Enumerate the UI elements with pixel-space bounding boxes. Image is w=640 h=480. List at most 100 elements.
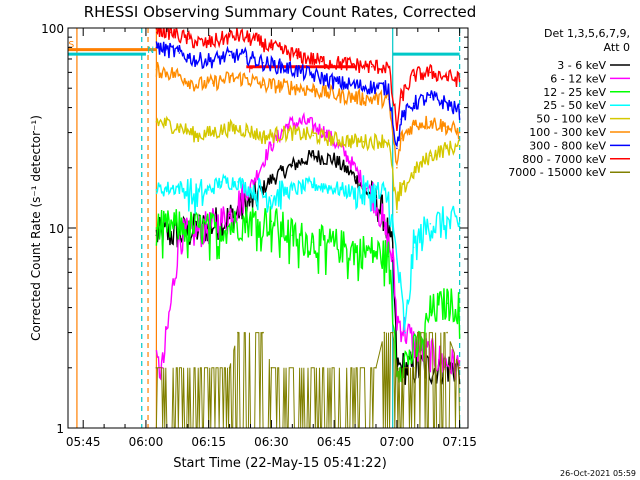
series-line-2 bbox=[155, 206, 461, 383]
series-4-point-5 bbox=[245, 128, 248, 131]
series-8-point-2 bbox=[237, 331, 239, 334]
x-tick-label-1: 06:00 bbox=[129, 435, 164, 449]
series-1-point-4 bbox=[228, 215, 231, 217]
series-2-point-13 bbox=[417, 347, 419, 350]
series-2-point-3 bbox=[228, 225, 231, 228]
series-8-point-6 bbox=[383, 331, 386, 334]
series-4-point-6 bbox=[262, 136, 264, 138]
x-tick-label-3: 06:30 bbox=[254, 435, 289, 449]
series-line-4 bbox=[155, 115, 460, 211]
series-6-point-12 bbox=[396, 147, 398, 150]
series-3-point-15 bbox=[404, 331, 407, 334]
series-2-point-7 bbox=[312, 241, 315, 243]
series-2-point-14 bbox=[429, 311, 432, 313]
series-4-point-11 bbox=[387, 139, 390, 141]
series-2-point-10 bbox=[375, 252, 377, 254]
series-6-point-7 bbox=[287, 67, 289, 69]
series-4-point-1 bbox=[178, 126, 181, 128]
series-8-point-8 bbox=[396, 366, 398, 369]
x-axis-label: Start Time (22-May-15 05:41:22) bbox=[173, 456, 387, 471]
legend-label-8: 7000 - 15000 keV bbox=[508, 166, 606, 179]
x-tick-label-2: 06:15 bbox=[191, 435, 226, 449]
series-4 bbox=[155, 115, 461, 213]
legend-label-1: 6 - 12 keV bbox=[550, 72, 606, 85]
series-6-point-8 bbox=[312, 74, 315, 77]
series-5-point-5 bbox=[245, 77, 248, 80]
series-3-point-14 bbox=[396, 258, 398, 260]
y-tick-label-0: 1 bbox=[56, 422, 64, 436]
series-2-point-9 bbox=[354, 248, 356, 251]
series-5-point-6 bbox=[262, 83, 264, 86]
series-7-point-17 bbox=[446, 76, 448, 78]
legend-label-7: 800 - 7000 keV bbox=[522, 153, 606, 166]
annotation-2: F bbox=[248, 65, 253, 75]
series-4-point-2 bbox=[195, 134, 197, 137]
series-6-point-4 bbox=[228, 54, 231, 57]
series-4-point-14 bbox=[412, 171, 415, 174]
legend-label-0: 3 - 6 keV bbox=[557, 59, 606, 72]
series-1-point-17 bbox=[437, 358, 440, 361]
legend-label-6: 300 - 800 keV bbox=[529, 139, 606, 152]
series-7-point-5 bbox=[237, 34, 239, 37]
series-8-point-1 bbox=[228, 366, 231, 369]
generated-timestamp: 26-Oct-2021 05:59 bbox=[560, 469, 636, 478]
y-axis: 1 10 100 bbox=[41, 22, 468, 436]
series-5-point-9 bbox=[337, 94, 340, 97]
series-1-point-10 bbox=[345, 154, 348, 157]
series-line-7 bbox=[155, 28, 461, 131]
series-5-point-17 bbox=[458, 131, 461, 134]
legend-label-5: 100 - 300 keV bbox=[529, 126, 606, 139]
series-7-point-9 bbox=[320, 60, 323, 63]
series-4-point-4 bbox=[228, 127, 231, 130]
series-3-point-4 bbox=[220, 181, 223, 183]
series-8-point-11 bbox=[446, 331, 448, 334]
series-7-point-3 bbox=[203, 43, 206, 45]
series-7-point-2 bbox=[186, 38, 189, 40]
series-2-point-1 bbox=[178, 225, 181, 228]
series-3-point-1 bbox=[178, 186, 181, 188]
series-5-point-10 bbox=[362, 97, 365, 100]
series-7-point-6 bbox=[253, 39, 256, 41]
x-tick-label-5: 07:00 bbox=[380, 435, 415, 449]
series-7-point-8 bbox=[295, 54, 298, 57]
x-tick-label-4: 06:45 bbox=[317, 435, 352, 449]
series-5-point-16 bbox=[446, 126, 448, 128]
series-3-point-10 bbox=[333, 187, 335, 190]
series-6-point-10 bbox=[362, 85, 365, 88]
series-2-point-6 bbox=[291, 234, 294, 237]
series-0-point-3 bbox=[228, 217, 231, 219]
series-4-point-7 bbox=[287, 131, 289, 134]
series-7-point-11 bbox=[370, 65, 373, 68]
series-2-point-8 bbox=[333, 244, 335, 247]
series-line-8 bbox=[155, 332, 461, 428]
series-6-point-14 bbox=[412, 102, 415, 105]
annotation-0: S bbox=[69, 40, 75, 50]
series-6-point-15 bbox=[429, 96, 432, 99]
legend-header-line2: Att 0 bbox=[604, 41, 630, 54]
series-5-point-3 bbox=[212, 82, 214, 84]
series-8-point-9 bbox=[412, 366, 415, 369]
series-3-point-17 bbox=[429, 222, 432, 225]
series-1-point-6 bbox=[270, 144, 273, 146]
series-7-point-1 bbox=[170, 31, 172, 34]
series-8-point-4 bbox=[270, 366, 273, 369]
chart-title: RHESSI Observing Summary Count Rates, Co… bbox=[84, 3, 477, 21]
series-4-point-0 bbox=[155, 120, 158, 123]
series-6-point-5 bbox=[245, 55, 248, 58]
series-8-point-3 bbox=[262, 331, 264, 334]
x-tick-label-6: 07:15 bbox=[442, 435, 477, 449]
series-6-point-2 bbox=[195, 59, 197, 62]
series-1-point-1 bbox=[161, 366, 164, 369]
series-6-point-11 bbox=[387, 87, 390, 90]
series-1-point-15 bbox=[396, 318, 398, 320]
series-5-point-8 bbox=[312, 89, 315, 91]
series-7 bbox=[155, 28, 461, 131]
series-2-point-0 bbox=[155, 227, 158, 229]
series-5-point-2 bbox=[195, 83, 197, 86]
series-5 bbox=[155, 61, 461, 169]
series-7-point-16 bbox=[429, 71, 432, 74]
series-3-point-3 bbox=[207, 189, 210, 191]
series-6-point-17 bbox=[458, 111, 461, 113]
series-7-point-13 bbox=[396, 126, 398, 128]
